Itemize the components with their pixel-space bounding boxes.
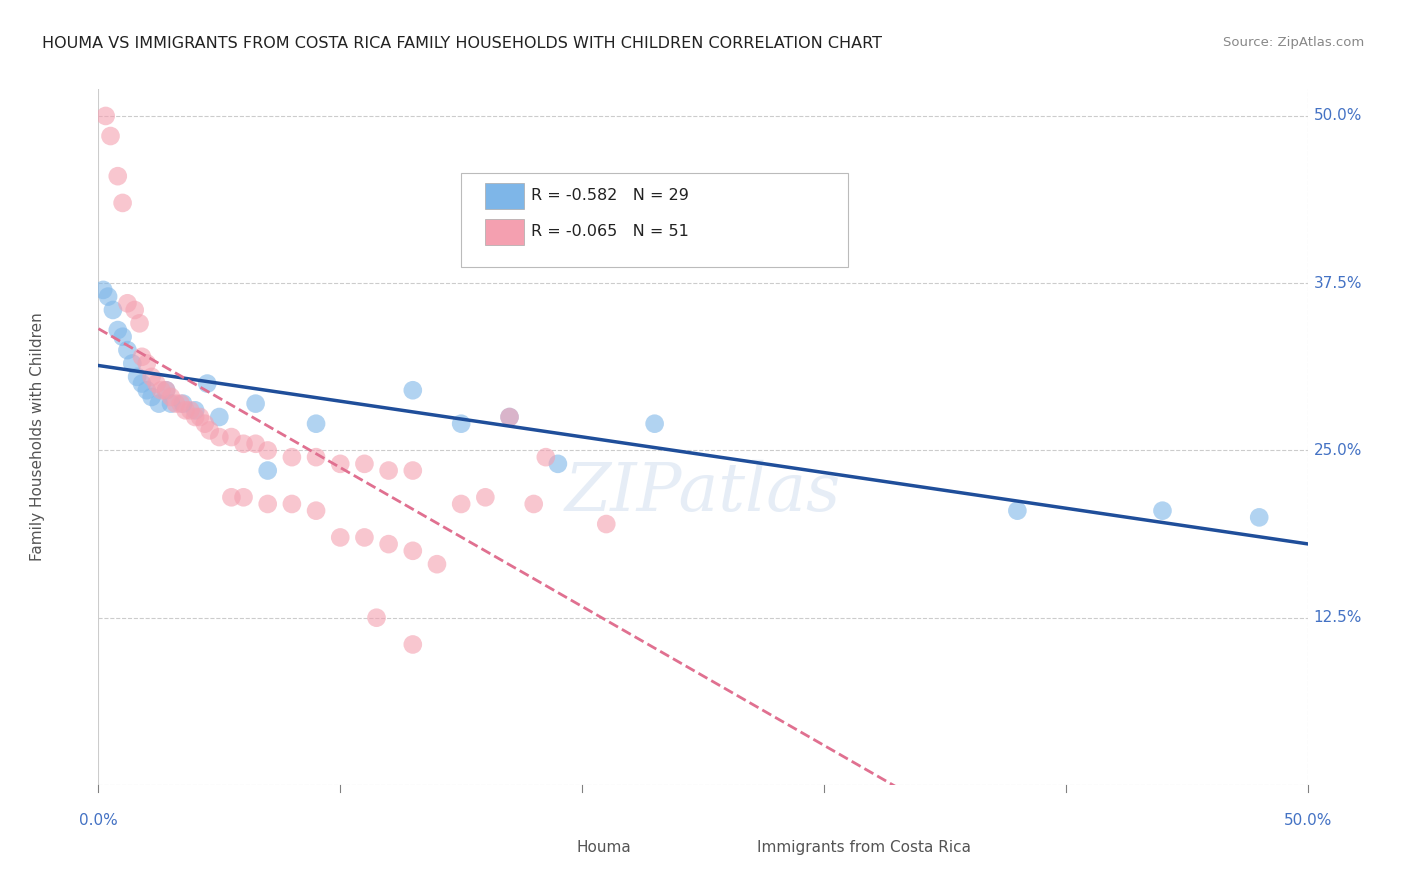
FancyBboxPatch shape (485, 219, 524, 245)
Point (245, 396, 267, 410)
Point (169, 396, 191, 410)
Point (131, 376, 153, 391)
Point (366, 611, 388, 625)
Point (256, 443, 278, 458)
Point (165, 396, 187, 410)
Point (547, 457, 569, 471)
Point (94, 109, 117, 123)
Point (208, 430, 231, 444)
Point (208, 410, 231, 425)
Point (1152, 503, 1174, 517)
Text: Source: ZipAtlas.com: Source: ZipAtlas.com (1223, 36, 1364, 49)
Point (155, 384, 177, 398)
Point (145, 376, 167, 391)
Text: R = -0.065   N = 51: R = -0.065 N = 51 (531, 224, 689, 239)
Point (124, 303, 146, 318)
Point (141, 390, 163, 404)
Point (305, 450, 328, 464)
Point (1007, 503, 1029, 517)
Ellipse shape (728, 838, 751, 856)
Point (121, 356, 143, 371)
Text: 37.5%: 37.5% (1313, 276, 1362, 291)
Point (353, 457, 375, 471)
Text: 50.0%: 50.0% (1284, 813, 1331, 828)
Point (179, 403, 201, 417)
Point (498, 410, 520, 425)
Point (232, 436, 254, 450)
Point (329, 457, 352, 471)
Point (353, 530, 375, 544)
Point (107, 169, 129, 184)
Point (329, 530, 352, 544)
Point (100, 129, 122, 144)
Point (644, 417, 666, 431)
Point (195, 376, 218, 391)
Point (450, 497, 472, 511)
FancyBboxPatch shape (461, 173, 848, 267)
Point (474, 490, 496, 504)
FancyBboxPatch shape (485, 183, 524, 209)
Point (91, 283, 114, 297)
Point (221, 430, 243, 444)
Text: Houma: Houma (576, 840, 631, 855)
Point (281, 450, 304, 464)
Point (111, 330, 134, 344)
Point (184, 410, 207, 425)
Point (256, 497, 278, 511)
Text: Immigrants from Costa Rica: Immigrants from Costa Rica (758, 840, 972, 855)
Point (595, 516, 617, 531)
Point (402, 544, 425, 558)
Point (160, 396, 183, 410)
Point (498, 410, 520, 425)
Point (150, 384, 173, 398)
Point (155, 384, 177, 398)
Ellipse shape (547, 838, 569, 856)
Point (148, 396, 170, 410)
Point (523, 497, 546, 511)
Text: 0.0%: 0.0% (79, 813, 118, 828)
Point (245, 436, 267, 450)
Point (426, 557, 449, 572)
Point (117, 343, 139, 358)
Point (194, 417, 217, 431)
Point (141, 369, 163, 384)
Point (402, 384, 425, 398)
Point (450, 417, 472, 431)
Point (1249, 510, 1271, 524)
Point (256, 464, 278, 478)
Point (305, 417, 328, 431)
Point (131, 350, 153, 364)
Point (188, 410, 211, 425)
Point (232, 490, 254, 504)
Point (135, 384, 157, 398)
Point (534, 450, 557, 464)
Point (281, 497, 304, 511)
Point (117, 296, 139, 310)
Point (107, 323, 129, 337)
Point (128, 317, 150, 331)
Text: 50.0%: 50.0% (1313, 109, 1362, 123)
Point (221, 490, 243, 504)
Text: 25.0%: 25.0% (1313, 443, 1362, 458)
Point (101, 303, 124, 318)
Point (184, 403, 207, 417)
Point (402, 637, 425, 651)
Text: 12.5%: 12.5% (1313, 610, 1362, 625)
Point (174, 403, 197, 417)
Point (198, 424, 221, 438)
Text: Family Households with Children: Family Households with Children (31, 313, 45, 561)
Point (377, 537, 399, 551)
Point (97, 289, 120, 303)
Point (160, 390, 183, 404)
Point (402, 464, 425, 478)
Point (135, 356, 157, 371)
Point (305, 503, 328, 517)
Point (172, 396, 194, 410)
Point (377, 464, 399, 478)
Text: HOUMA VS IMMIGRANTS FROM COSTA RICA FAMILY HOUSEHOLDS WITH CHILDREN CORRELATION : HOUMA VS IMMIGRANTS FROM COSTA RICA FAMI… (42, 36, 882, 51)
Point (111, 196, 134, 211)
Text: ZIPatlas: ZIPatlas (565, 460, 841, 525)
Text: R = -0.582   N = 29: R = -0.582 N = 29 (531, 188, 689, 203)
Point (127, 369, 149, 384)
